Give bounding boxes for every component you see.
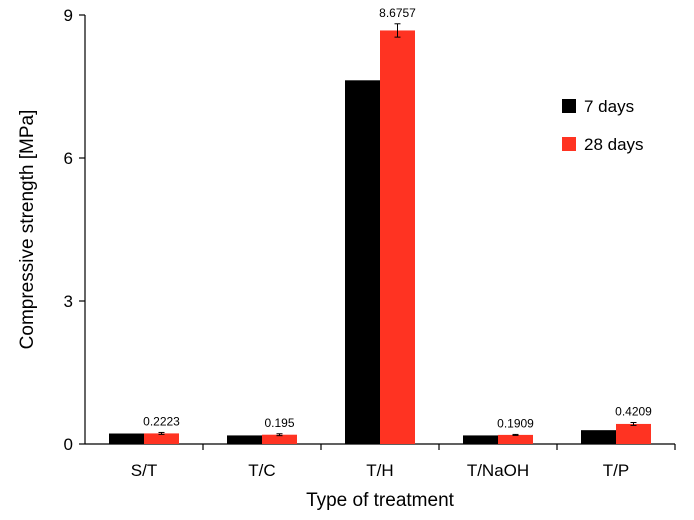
legend-swatch — [562, 99, 576, 113]
legend-label: 28 days — [584, 135, 644, 154]
chart-bars — [109, 23, 651, 444]
data-label: 0.195 — [264, 416, 294, 430]
bar — [380, 30, 415, 444]
y-axis-title: Compressive strength [MPa] — [17, 110, 38, 350]
x-tick-label: T/C — [248, 461, 275, 480]
x-tick-label: T/NaOH — [467, 461, 529, 480]
chart-axes: 0 3 6 9 S/T T/C T/H T/NaOH T/P — [64, 6, 676, 480]
bar — [581, 430, 616, 444]
bar — [262, 434, 297, 444]
bar — [463, 435, 498, 444]
bar — [144, 433, 179, 444]
y-tick-label: 3 — [64, 292, 73, 311]
y-tick-label: 9 — [64, 6, 73, 25]
data-label: 0.1909 — [497, 416, 534, 430]
x-tick-label: S/T — [131, 461, 157, 480]
data-label: 0.2223 — [143, 414, 180, 428]
bar — [345, 80, 380, 444]
bar — [616, 423, 651, 444]
data-label: 8.6757 — [379, 6, 416, 20]
bar — [109, 433, 144, 444]
data-label: 0.4209 — [615, 405, 652, 419]
x-tick-label: T/H — [366, 461, 393, 480]
x-axis-title: Type of treatment — [306, 490, 455, 511]
legend-label: 7 days — [584, 97, 634, 116]
chart-data-labels: 0.2223 0.195 8.6757 0.1909 0.4209 — [143, 6, 652, 431]
chart-legend: 7 days 28 days — [562, 97, 644, 154]
y-tick-label: 0 — [64, 435, 73, 454]
bar — [227, 435, 262, 444]
bar — [498, 434, 533, 444]
legend-swatch — [562, 137, 576, 151]
y-tick-label: 6 — [64, 149, 73, 168]
x-tick-label: T/P — [603, 461, 629, 480]
